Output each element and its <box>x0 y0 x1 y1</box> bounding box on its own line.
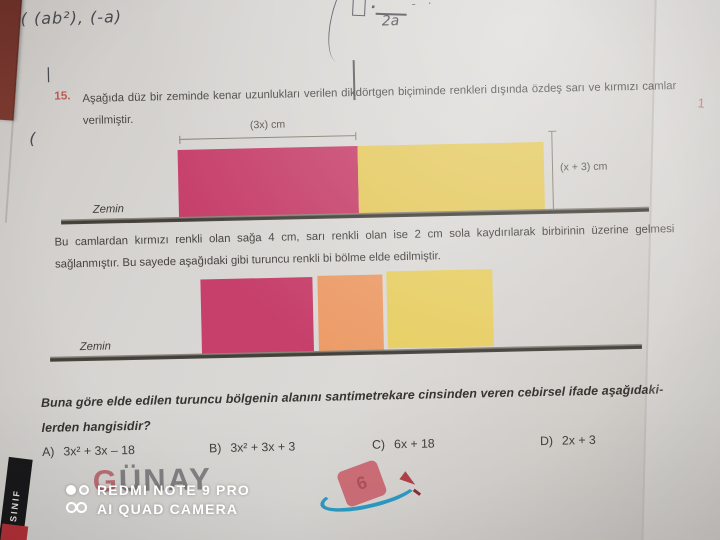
handwritten-stray-marks: - · <box>411 0 436 11</box>
camera-lens-icons-bottom <box>66 502 87 513</box>
diagram2-ground-label: Zemin <box>79 340 112 354</box>
question-intro-text: Aşağıda düz bir zeminde kenar uzunluklar… <box>82 80 677 127</box>
answer-option-c: C) 6x + 18 <box>372 436 435 451</box>
option-c-label: C) <box>371 437 386 452</box>
diagram1-ground-label: Zemin <box>92 203 125 216</box>
diagram1-width-measure-line <box>179 132 357 144</box>
handwritten-margin-paren: ( <box>29 129 36 149</box>
question-final-line2: lerden hangisidir? <box>41 418 151 435</box>
lens-outline-circle-icon <box>79 485 89 495</box>
book-spine-red-block <box>0 523 29 540</box>
option-a-label: A) <box>41 444 55 459</box>
option-b-value: 3x² + 3x + 3 <box>230 439 296 455</box>
question-middle-text: Bu camlardan kırmızı renkli olan sağa 4 … <box>54 223 675 271</box>
handwritten-expression: ( (ab²), (-a) <box>20 7 123 29</box>
spine-text: SINIF <box>8 488 22 523</box>
lens-outline-circle-icon <box>76 502 87 513</box>
question-number: 15. <box>54 89 71 103</box>
answer-option-d: D) 2x + 3 <box>540 433 596 448</box>
option-d-label: D) <box>539 433 554 449</box>
diagram1-red-glass <box>177 146 360 221</box>
option-b-label: B) <box>208 441 222 456</box>
grade-badge-number: 6 <box>353 471 370 495</box>
handwritten-margin-tick: | <box>45 64 52 83</box>
diagram1-width-label: (3x) cm <box>249 118 286 132</box>
answer-option-a: A) 3x² + 3x – 18 <box>42 443 135 459</box>
handwritten-box-symbol <box>352 0 366 17</box>
diagram2-orange-overlap <box>317 274 384 352</box>
diagram1-height-label: (x + 3) cm <box>559 160 608 174</box>
option-a-value: 3x² + 3x – 18 <box>63 442 135 459</box>
diagram1-yellow-glass <box>357 141 546 218</box>
diagram1-height-measure-line <box>548 130 558 211</box>
diagram2-yellow-glass <box>386 269 494 349</box>
lens-filled-circle-icon <box>66 485 76 495</box>
option-d-value: 2x + 3 <box>561 432 596 448</box>
answer-option-b: B) 3x² + 3x + 3 <box>209 439 296 455</box>
question-final-line1: Buna göre elde edilen turuncu bölgenin a… <box>40 382 664 410</box>
next-question-number-partial: 1 <box>697 95 706 111</box>
watermark-camera-label: AI QUAD CAMERA <box>97 501 239 517</box>
camera-lens-icons-top <box>66 485 89 495</box>
diagram2-red-glass <box>200 277 315 357</box>
handwritten-fraction-denominator: 2a <box>381 13 400 30</box>
pencil-tip-icon <box>413 488 422 496</box>
watermark-device-name: REDMI NOTE 9 PRO <box>97 482 250 498</box>
option-c-value: 6x + 18 <box>393 436 435 452</box>
